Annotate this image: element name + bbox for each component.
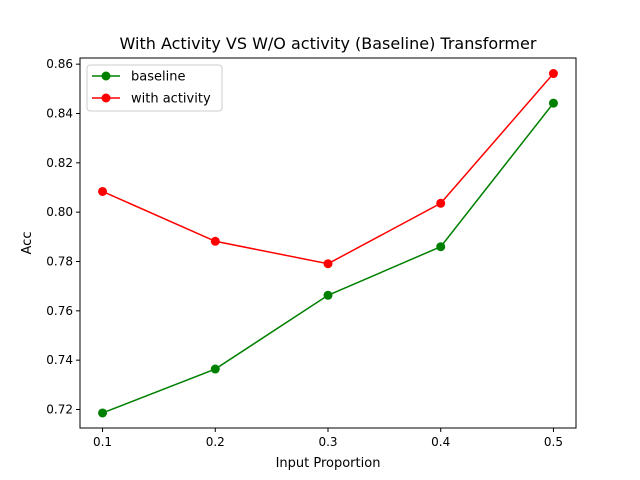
x-tick-label: 0.2 [206,435,225,449]
series-with-activity [98,69,558,269]
x-tick-label: 0.5 [544,435,563,449]
x-tick-label: 0.1 [93,435,112,449]
y-tick-label: 0.78 [46,255,73,269]
y-tick-label: 0.86 [46,57,73,71]
legend-entry-baseline: baseline [92,70,185,85]
y-tick-label: 0.80 [46,205,73,219]
y-tick-label: 0.82 [46,156,73,170]
legend-marker-with-activity [101,93,111,103]
legend-box [86,64,223,112]
legend: baseline with activity [86,64,223,112]
data-point-with-activity [210,236,220,246]
plot-area: 0.1 0.2 0.3 0.4 0.5 0.72 0.74 0.76 0.78 0.80 0.82… [46,57,577,449]
data-point-with-activity [548,69,558,79]
y-tick-label: 0.76 [46,304,73,318]
data-point-baseline [436,242,446,252]
y-axis-label: Acc [20,232,35,255]
data-point-baseline [98,408,108,418]
y-tick-label: 0.74 [46,353,73,367]
legend-entries: baseline with activity [92,70,211,107]
legend-label-baseline: baseline [131,70,185,85]
y-tick-label: 0.84 [46,107,73,121]
legend-label-with-activity: with activity [131,92,211,107]
x-tick-label: 0.3 [318,435,337,449]
data-point-with-activity [98,186,108,196]
legend-entry-with-activity: with activity [92,92,211,107]
data-point-with-activity [323,259,333,269]
y-tick-label: 0.72 [46,403,73,417]
data-point-with-activity [436,198,446,208]
chart-title: With Activity VS W/O activity (Baseline)… [120,34,537,53]
series-baseline [98,98,558,418]
series-layer [98,69,558,418]
x-axis-label: Input Proportion [276,456,381,471]
data-point-baseline [548,98,558,108]
y-axis-ticks: 0.72 0.74 0.76 0.78 0.80 0.82 0.84 0.86 [46,57,80,417]
legend-marker-baseline [101,71,111,81]
data-point-baseline [210,364,220,374]
x-tick-label: 0.4 [431,435,450,449]
x-axis-ticks: 0.1 0.2 0.3 0.4 0.5 [93,428,563,449]
data-point-baseline [323,290,333,300]
